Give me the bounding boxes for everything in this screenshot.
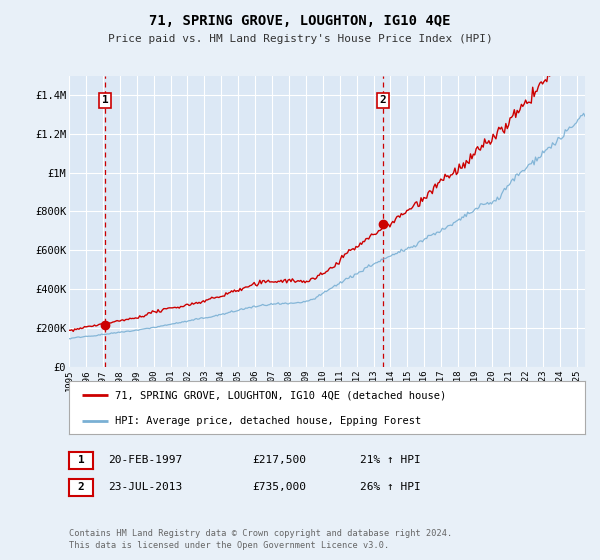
Text: HPI: Average price, detached house, Epping Forest: HPI: Average price, detached house, Eppi… [115, 416, 422, 426]
Text: 21% ↑ HPI: 21% ↑ HPI [360, 455, 421, 465]
Text: 23-JUL-2013: 23-JUL-2013 [108, 482, 182, 492]
Text: Price paid vs. HM Land Registry's House Price Index (HPI): Price paid vs. HM Land Registry's House … [107, 34, 493, 44]
Text: 1: 1 [77, 455, 85, 465]
Text: 1: 1 [101, 95, 109, 105]
Text: 71, SPRING GROVE, LOUGHTON, IG10 4QE: 71, SPRING GROVE, LOUGHTON, IG10 4QE [149, 14, 451, 28]
Text: 26% ↑ HPI: 26% ↑ HPI [360, 482, 421, 492]
Text: £735,000: £735,000 [252, 482, 306, 492]
Text: Contains HM Land Registry data © Crown copyright and database right 2024.
This d: Contains HM Land Registry data © Crown c… [69, 529, 452, 550]
Text: £217,500: £217,500 [252, 455, 306, 465]
Text: 2: 2 [77, 482, 85, 492]
Text: 71, SPRING GROVE, LOUGHTON, IG10 4QE (detached house): 71, SPRING GROVE, LOUGHTON, IG10 4QE (de… [115, 390, 446, 400]
Text: 2: 2 [379, 95, 386, 105]
Text: 20-FEB-1997: 20-FEB-1997 [108, 455, 182, 465]
